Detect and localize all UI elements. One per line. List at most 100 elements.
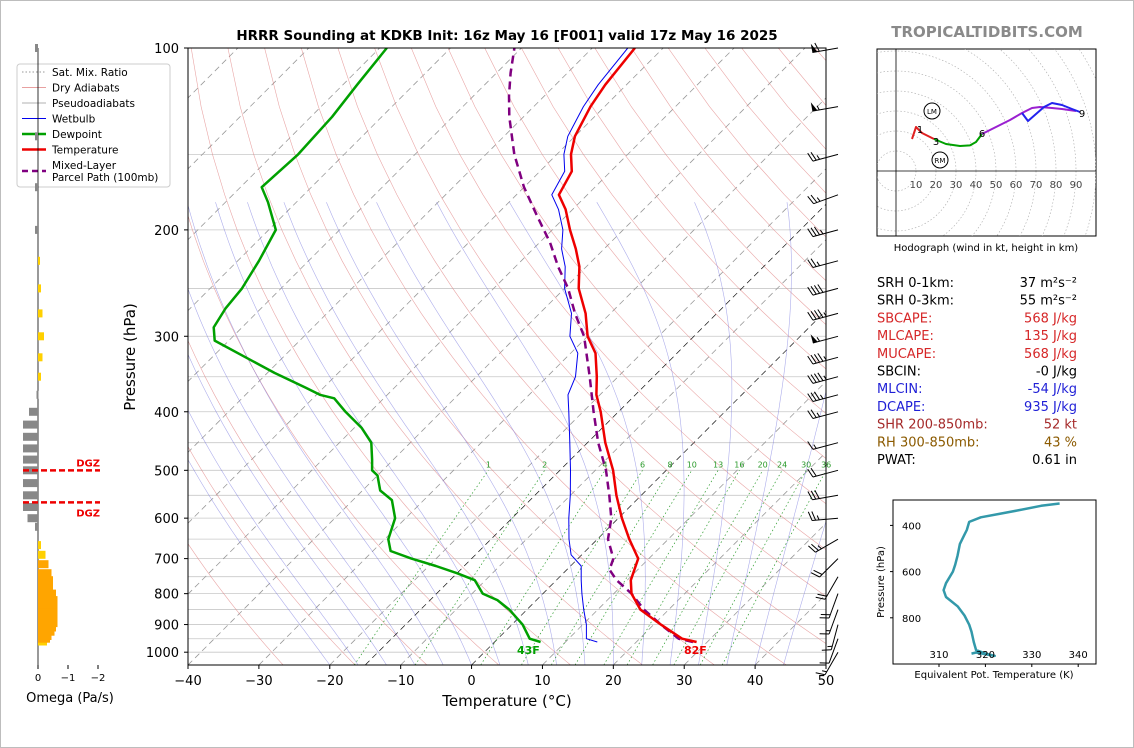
wind-barb	[810, 334, 839, 344]
y-tick-label: 400	[154, 406, 179, 421]
omega-bar	[23, 479, 38, 488]
isotherm-gridline	[683, 522, 826, 665]
pseudoadiabat	[754, 389, 826, 665]
theta-e-y-tick-label: 400	[902, 521, 921, 532]
stat-value: 37 m²s⁻²	[1020, 276, 1077, 291]
omega-bar	[38, 576, 53, 585]
stat-label: SRH 0-3km:	[877, 294, 954, 309]
wind-barb	[819, 593, 839, 619]
dry-adiabat	[301, 48, 787, 665]
barb-shaft	[812, 376, 839, 384]
mixing-ratio-labels: 1 2 4 6 8 10 13 16 20 24 30 36	[486, 460, 831, 469]
omega-bar	[35, 183, 38, 192]
omega-bar	[38, 632, 52, 640]
omega-bar	[38, 627, 55, 636]
skewt-x-label: Temperature (°C)	[441, 692, 571, 710]
hodograph-frame	[876, 48, 1097, 237]
omega-bar	[38, 372, 41, 381]
barb-half	[813, 444, 817, 449]
dry-adiabat	[484, 48, 826, 459]
theta-e-y-tick-label: 800	[902, 614, 921, 625]
storm-motion-label: LM	[927, 108, 937, 116]
x-tick-label: 40	[747, 674, 764, 689]
pseudoadiabat	[188, 353, 387, 665]
dry-adiabat	[374, 48, 826, 597]
x-tick-label: 0	[467, 674, 475, 689]
mixing-ratio-line	[626, 470, 740, 665]
wind-barb	[807, 152, 839, 162]
mixing-ratio-label: 6	[640, 460, 645, 469]
barb-full	[813, 354, 821, 363]
stat-label: MLCIN:	[877, 382, 922, 397]
stat-value: 55 m²s⁻²	[1020, 294, 1077, 309]
barb-full	[807, 259, 814, 268]
dry-adiabat	[447, 48, 826, 505]
legend-label: Pseudoadiabats	[52, 98, 135, 110]
omega-bar	[23, 491, 38, 500]
barb-full	[810, 286, 817, 295]
barb-full	[807, 441, 814, 450]
wind-barb	[807, 490, 839, 501]
omega-bar	[23, 420, 38, 429]
skewt-profiles	[212, 48, 697, 644]
barb-shaft	[812, 394, 839, 402]
omega-bar	[23, 455, 38, 464]
dry-adiabat	[188, 543, 284, 665]
barb-full	[817, 372, 824, 381]
y-tick-label: 700	[154, 553, 179, 568]
barb-full	[817, 593, 827, 597]
legend-label: Dewpoint	[52, 129, 102, 141]
pseudoadiabat	[215, 202, 472, 665]
barb-full	[821, 649, 832, 651]
hodograph-tick-label: 40	[970, 180, 983, 191]
omega-bar	[29, 407, 38, 416]
omega-bar	[38, 605, 58, 614]
x-tick-label: −20	[316, 674, 343, 689]
skewt-legend: Sat. Mix. Ratio Dry Adiabats Pseudoadiabat…	[16, 63, 171, 188]
y-tick-label: 100	[154, 42, 179, 57]
pseudoadiabat	[436, 202, 614, 665]
storm-motion-marker	[923, 102, 941, 120]
omega-bar	[38, 583, 53, 591]
dry-adiabat	[557, 48, 826, 370]
barb-half	[816, 197, 821, 202]
hodograph-height-label: 1	[917, 125, 923, 136]
legend-label: Mixed-Layer	[52, 160, 117, 172]
dry-adiabat	[188, 446, 356, 665]
omega-bar	[35, 44, 38, 52]
mixing-ratio-label: 4	[603, 460, 608, 469]
barb-shaft	[812, 47, 839, 53]
omega-bar	[38, 284, 41, 293]
dry-adiabat	[337, 48, 826, 644]
barb-full	[807, 355, 814, 365]
legend-label: Wetbulb	[52, 114, 96, 126]
barb-half	[816, 105, 820, 111]
barb-full	[807, 286, 814, 296]
barb-full	[808, 545, 816, 553]
isotherm-gridline	[188, 48, 735, 595]
y-tick-label: 200	[154, 224, 179, 239]
omega-bar	[36, 390, 39, 399]
barb-full	[817, 353, 824, 362]
wind-barb	[810, 102, 839, 112]
barb-full	[813, 226, 821, 236]
legend-label: Temperature	[51, 145, 119, 157]
theta-e-y-tick-label: 600	[902, 568, 921, 579]
barb-half	[823, 356, 827, 361]
barb-full	[807, 491, 813, 501]
dry-adiabat	[594, 48, 826, 326]
hodograph-tick-label: 60	[1010, 180, 1023, 191]
barb-full	[810, 572, 820, 578]
barb-full	[807, 375, 814, 384]
hodograph-caption: Hodograph (wind in kt, height in km)	[894, 243, 1079, 254]
pseudoadiabat	[188, 459, 331, 665]
dry-adiabat	[264, 48, 715, 665]
omega-x-tick-label: −1	[61, 673, 76, 684]
mixing-ratio-label: 24	[777, 460, 787, 469]
pseudoadiabat	[326, 202, 557, 665]
barb-full	[810, 227, 817, 236]
site-watermark: TROPICALTIDBITS.COM	[891, 23, 1083, 41]
barb-full	[813, 569, 823, 575]
barb-full	[807, 393, 814, 402]
